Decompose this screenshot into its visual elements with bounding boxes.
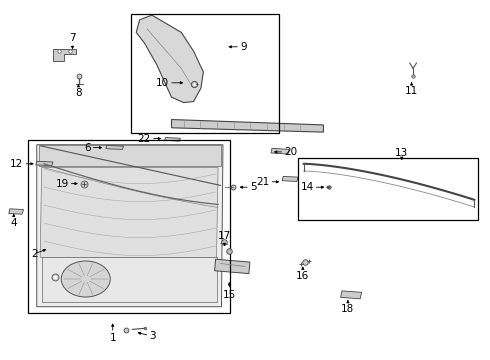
- Text: 13: 13: [395, 148, 409, 158]
- Text: 12: 12: [10, 159, 24, 169]
- Text: 17: 17: [218, 231, 231, 241]
- Text: 6: 6: [84, 143, 91, 153]
- Polygon shape: [39, 145, 220, 166]
- Text: 9: 9: [240, 42, 247, 52]
- Text: 14: 14: [300, 182, 314, 192]
- Text: 19: 19: [55, 179, 69, 189]
- Text: 11: 11: [405, 86, 418, 96]
- Bar: [28, 140, 230, 313]
- Polygon shape: [9, 209, 24, 214]
- Polygon shape: [42, 257, 217, 302]
- Polygon shape: [37, 145, 223, 307]
- Bar: [298, 158, 478, 220]
- Text: 22: 22: [138, 134, 151, 144]
- Text: 5: 5: [250, 182, 257, 192]
- Polygon shape: [282, 176, 298, 181]
- Bar: [131, 14, 279, 133]
- Text: 20: 20: [284, 147, 297, 157]
- Polygon shape: [172, 120, 323, 132]
- Polygon shape: [36, 161, 53, 166]
- Polygon shape: [106, 145, 123, 149]
- Polygon shape: [165, 138, 180, 141]
- Circle shape: [61, 261, 110, 297]
- Text: 3: 3: [149, 330, 156, 341]
- Text: 16: 16: [296, 271, 310, 281]
- Text: 18: 18: [341, 304, 355, 314]
- Polygon shape: [271, 148, 289, 154]
- Text: 8: 8: [75, 88, 82, 98]
- Polygon shape: [215, 259, 250, 274]
- Polygon shape: [341, 291, 362, 299]
- Text: 4: 4: [10, 218, 17, 228]
- Text: 21: 21: [256, 177, 270, 187]
- Polygon shape: [53, 49, 76, 61]
- Text: 1: 1: [109, 333, 116, 343]
- Text: 15: 15: [222, 290, 236, 300]
- Text: 7: 7: [69, 33, 76, 43]
- Text: 10: 10: [156, 78, 169, 88]
- Text: 2: 2: [31, 249, 38, 259]
- Polygon shape: [40, 167, 218, 257]
- Polygon shape: [136, 15, 203, 103]
